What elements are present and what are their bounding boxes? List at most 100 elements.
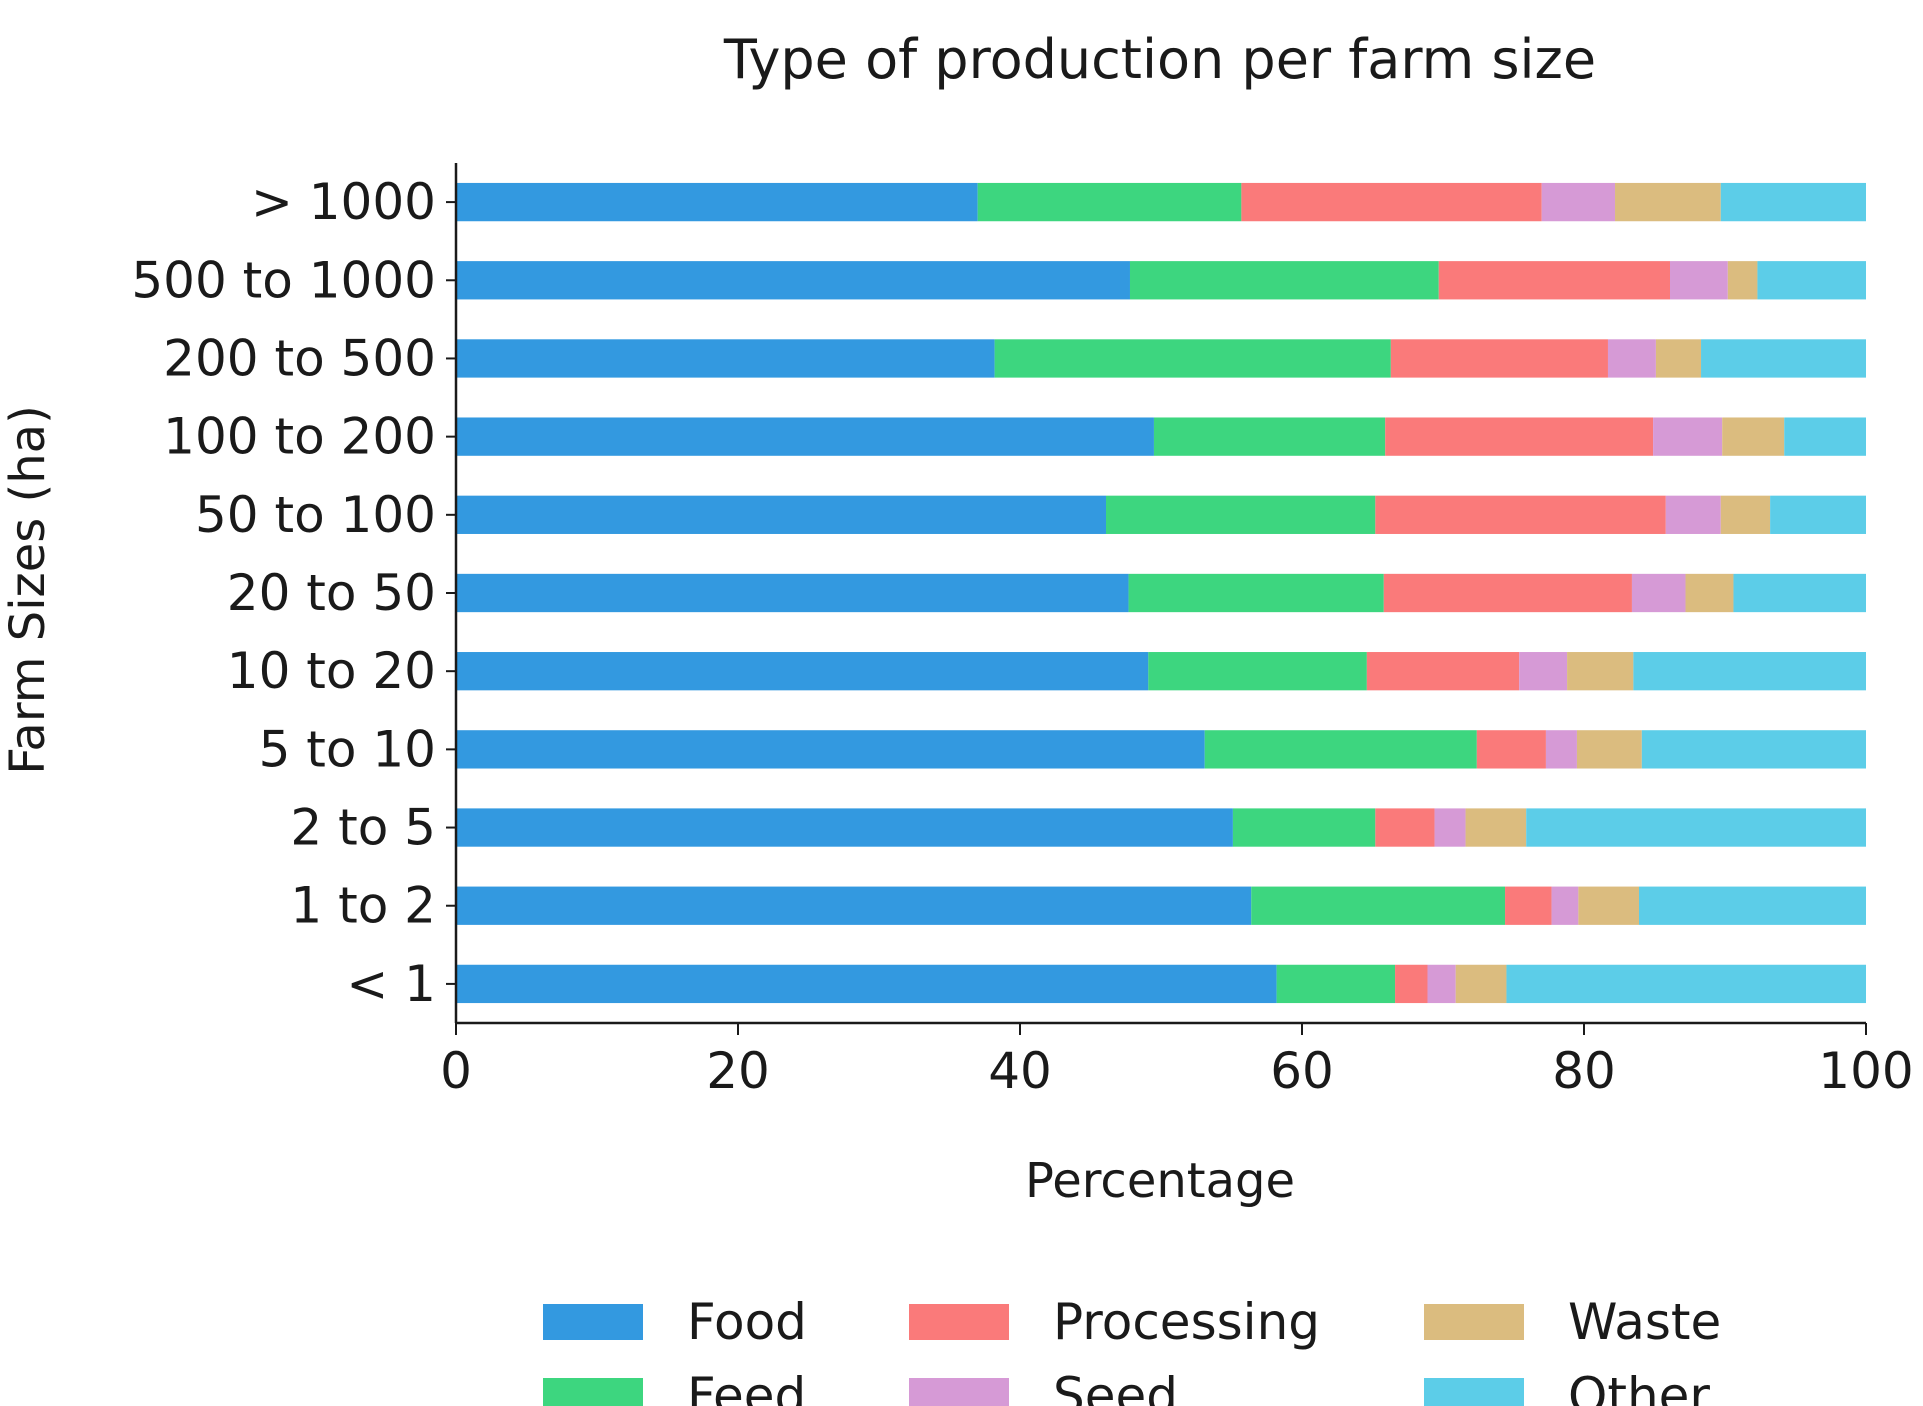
legend-label: Processing <box>1053 1293 1320 1351</box>
legend: Food Feed Processing Seed Waste Other <box>543 1293 1721 1406</box>
bar-segment <box>1153 417 1386 456</box>
bar-segment <box>1366 652 1520 691</box>
bar-segment <box>1722 417 1785 456</box>
bar-segment <box>1106 495 1376 534</box>
legend-label: Feed <box>687 1367 806 1406</box>
bar-segment <box>456 886 1252 925</box>
bar-segment <box>1733 573 1866 613</box>
y-tick-label: 10 to 20 <box>227 642 436 700</box>
bar-segment <box>456 573 1129 613</box>
x-tick-label: 20 <box>706 1042 770 1100</box>
bar-segment <box>1204 730 1477 769</box>
legend-swatch <box>543 1304 643 1340</box>
bar-segment <box>1770 495 1866 534</box>
bar-segment <box>1665 495 1721 534</box>
bar-segment <box>1232 808 1376 847</box>
y-tick-label: 50 to 100 <box>195 486 436 544</box>
y-tick-label: 5 to 10 <box>259 720 436 778</box>
bar-segment <box>1784 417 1866 456</box>
bar-segment <box>1390 339 1608 378</box>
legend-label: Food <box>687 1293 807 1351</box>
bar-segment <box>456 339 995 378</box>
bar-segment <box>1653 417 1723 456</box>
bar-segment <box>1633 652 1866 691</box>
y-tick-label: > 1000 <box>251 173 436 231</box>
bar-segment <box>1685 573 1734 613</box>
bar-segment <box>1757 261 1866 300</box>
y-tick-label: 2 to 5 <box>290 799 436 857</box>
y-tick-label: 20 to 50 <box>227 564 436 622</box>
bar-segment <box>1641 730 1866 769</box>
bar-segment <box>1545 730 1577 769</box>
bar-segment <box>456 261 1130 300</box>
bar-segment <box>456 182 978 222</box>
x-tick-label: 60 <box>1270 1042 1334 1100</box>
bar-segment <box>1465 808 1527 847</box>
bar-segment <box>1607 339 1656 378</box>
legend-swatch <box>909 1304 1009 1340</box>
legend-label: Waste <box>1568 1293 1721 1351</box>
legend-swatch <box>1424 1304 1524 1340</box>
bar-segment <box>1148 652 1367 691</box>
legend-label: Seed <box>1053 1367 1178 1406</box>
x-tick-label: 80 <box>1552 1042 1616 1100</box>
bar-segment <box>1427 964 1456 1004</box>
bar-segment <box>456 417 1154 456</box>
bar-segment <box>1578 886 1639 925</box>
x-tick-label: 40 <box>988 1042 1052 1100</box>
y-tick-label: < 1 <box>346 955 436 1013</box>
bar-segment <box>1129 261 1439 300</box>
chart-title: Type of production per farm size <box>723 28 1596 91</box>
bar-segment <box>1383 573 1632 613</box>
bar-segment <box>1241 182 1542 222</box>
bar-segment <box>1576 730 1642 769</box>
bar-segment <box>1720 182 1866 222</box>
bar-segment <box>1720 495 1771 534</box>
bar-segment <box>1506 964 1866 1004</box>
bar-segment <box>1526 808 1866 847</box>
bar-segment <box>1251 886 1506 925</box>
bar-segment <box>456 730 1205 769</box>
bar-segment <box>1670 261 1728 300</box>
bar-segment <box>456 495 1107 534</box>
bar-segment <box>1375 495 1666 534</box>
bar-segment <box>1476 730 1546 769</box>
x-axis-label: Percentage <box>1025 1153 1295 1209</box>
y-tick-label: 1 to 2 <box>290 877 436 935</box>
y-tick-label: 200 to 500 <box>163 329 436 387</box>
bar-segment <box>1701 339 1866 378</box>
bar-segment <box>1434 808 1466 847</box>
bar-segment <box>1519 652 1568 691</box>
y-axis-label: Farm Sizes (ha) <box>0 405 56 775</box>
bar-segment <box>456 652 1149 691</box>
bar-segment <box>1631 573 1686 613</box>
bar-segment <box>1128 573 1384 613</box>
x-tick-label: 0 <box>440 1042 472 1100</box>
bar-segment <box>1395 964 1428 1004</box>
bar-segment <box>1551 886 1579 925</box>
bar-segment <box>1438 261 1671 300</box>
axes-group: > 1000 500 to 1000 200 to 500 100 to 200 50 … <box>131 163 1914 1100</box>
y-tick-label: 100 to 200 <box>163 408 436 466</box>
bar-segment <box>456 964 1277 1004</box>
legend-label: Other <box>1568 1367 1710 1406</box>
bar-segment <box>1655 339 1702 378</box>
bar-segment <box>1276 964 1396 1004</box>
bar-segment <box>1615 182 1721 222</box>
bar-segment <box>1727 261 1758 300</box>
bar-segment <box>1638 886 1866 925</box>
bar-segment <box>1541 182 1616 222</box>
bar-segment <box>1567 652 1634 691</box>
legend-swatch <box>543 1378 643 1406</box>
y-tick-label: 500 to 1000 <box>131 251 436 309</box>
legend-swatch <box>1424 1378 1524 1406</box>
bar-segment <box>1385 417 1654 456</box>
legend-swatch <box>909 1378 1009 1406</box>
bar-segment <box>994 339 1391 378</box>
bar-segment <box>977 182 1242 222</box>
x-tick-label: 100 <box>1818 1042 1913 1100</box>
bar-segment <box>1375 808 1435 847</box>
bar-segment <box>456 808 1233 847</box>
bar-segment <box>1505 886 1552 925</box>
